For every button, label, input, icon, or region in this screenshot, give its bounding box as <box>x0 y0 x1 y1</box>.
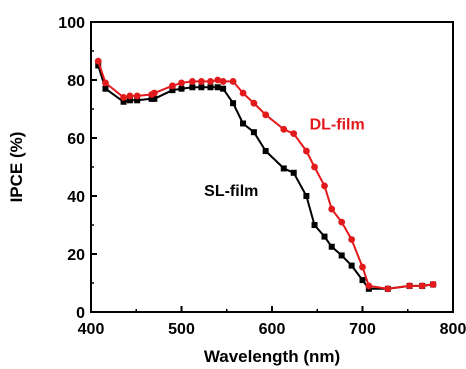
data-point-dl-film <box>302 147 310 155</box>
data-point-dl-film <box>178 79 185 87</box>
x-axis-title: Wavelength (nm) <box>204 347 340 366</box>
x-tick-label: 400 <box>78 321 105 338</box>
series-layer <box>94 57 437 293</box>
series-sl-film <box>95 62 437 292</box>
x-tick-label: 700 <box>349 321 376 338</box>
data-point-dl-film <box>348 236 356 243</box>
y-tick-label: 60 <box>67 131 85 148</box>
y-tick-label: 40 <box>67 189 85 206</box>
data-point-sl-film <box>198 84 205 91</box>
data-point-sl-film <box>126 97 133 104</box>
data-point-sl-film <box>178 85 185 92</box>
data-point-sl-film <box>280 165 287 172</box>
data-point-sl-film <box>321 233 328 240</box>
data-point-sl-film <box>359 277 366 284</box>
series-line-sl-film <box>97 65 434 290</box>
data-point-dl-film <box>250 99 258 107</box>
x-tick-label: 800 <box>440 321 466 338</box>
data-point-sl-film <box>169 87 176 94</box>
data-point-dl-film <box>120 94 127 101</box>
data-point-sl-film <box>328 243 335 250</box>
y-tick-label: 100 <box>58 15 85 32</box>
x-tick-label: 500 <box>168 321 195 338</box>
data-point-sl-film <box>303 193 310 199</box>
data-point-sl-film <box>338 252 345 259</box>
data-point-dl-film <box>418 282 426 290</box>
y-axis-title: IPCE (%) <box>7 132 26 203</box>
data-point-dl-film <box>169 82 176 90</box>
data-point-dl-film <box>239 89 247 97</box>
data-point-dl-film <box>94 57 102 65</box>
data-point-dl-film <box>133 92 141 100</box>
data-point-sl-film <box>207 84 214 91</box>
data-point-dl-film <box>198 78 205 85</box>
data-point-sl-film <box>230 100 237 107</box>
data-point-sl-film <box>189 84 196 91</box>
data-point-dl-film <box>262 111 270 119</box>
annotation-label: SL-film <box>204 183 258 200</box>
data-point-sl-film <box>95 62 102 69</box>
data-point-dl-film <box>311 163 318 171</box>
y-tick-label: 80 <box>67 73 85 90</box>
data-point-sl-film <box>348 262 355 269</box>
annotation-layer: DL-film SL-film <box>204 116 365 200</box>
data-point-sl-film <box>220 85 227 92</box>
data-point-dl-film <box>214 76 222 84</box>
data-point-dl-film <box>280 125 288 133</box>
data-point-sl-film <box>250 129 257 136</box>
data-point-dl-film <box>207 78 214 85</box>
data-point-dl-film <box>229 78 237 85</box>
data-point-sl-film <box>102 85 109 92</box>
data-point-sl-film <box>120 98 127 105</box>
data-point-sl-film <box>134 97 141 104</box>
data-point-dl-film <box>102 79 109 87</box>
tick-layer <box>90 21 454 313</box>
data-point-sl-film <box>262 148 269 155</box>
x-tick-label: 600 <box>259 321 286 338</box>
annotation-label: DL-film <box>310 116 365 133</box>
label-layer: 400 500 600 700 800 0 20 40 60 80 100 <box>58 15 466 338</box>
data-point-dl-film <box>338 218 346 226</box>
data-point-dl-film <box>219 78 227 85</box>
data-point-sl-film <box>290 169 297 176</box>
data-point-sl-film <box>311 222 318 228</box>
data-point-sl-film <box>240 120 247 127</box>
data-point-dl-film <box>406 282 413 290</box>
data-point-dl-film <box>150 89 158 97</box>
data-point-dl-film <box>365 282 373 290</box>
data-point-dl-film <box>328 205 336 213</box>
data-point-dl-film <box>126 92 134 100</box>
data-point-dl-film <box>321 182 328 190</box>
y-tick-label: 20 <box>67 247 85 264</box>
data-point-dl-film <box>188 78 196 85</box>
data-point-dl-film <box>290 130 298 138</box>
data-point-dl-film <box>384 285 392 293</box>
data-point-dl-film <box>429 281 437 288</box>
data-point-sl-film <box>214 84 221 91</box>
data-point-sl-film <box>151 95 158 102</box>
plot-frame <box>90 21 454 313</box>
series-dl-film <box>94 57 437 293</box>
data-point-dl-film <box>359 263 366 271</box>
y-tick-label: 0 <box>76 305 85 322</box>
